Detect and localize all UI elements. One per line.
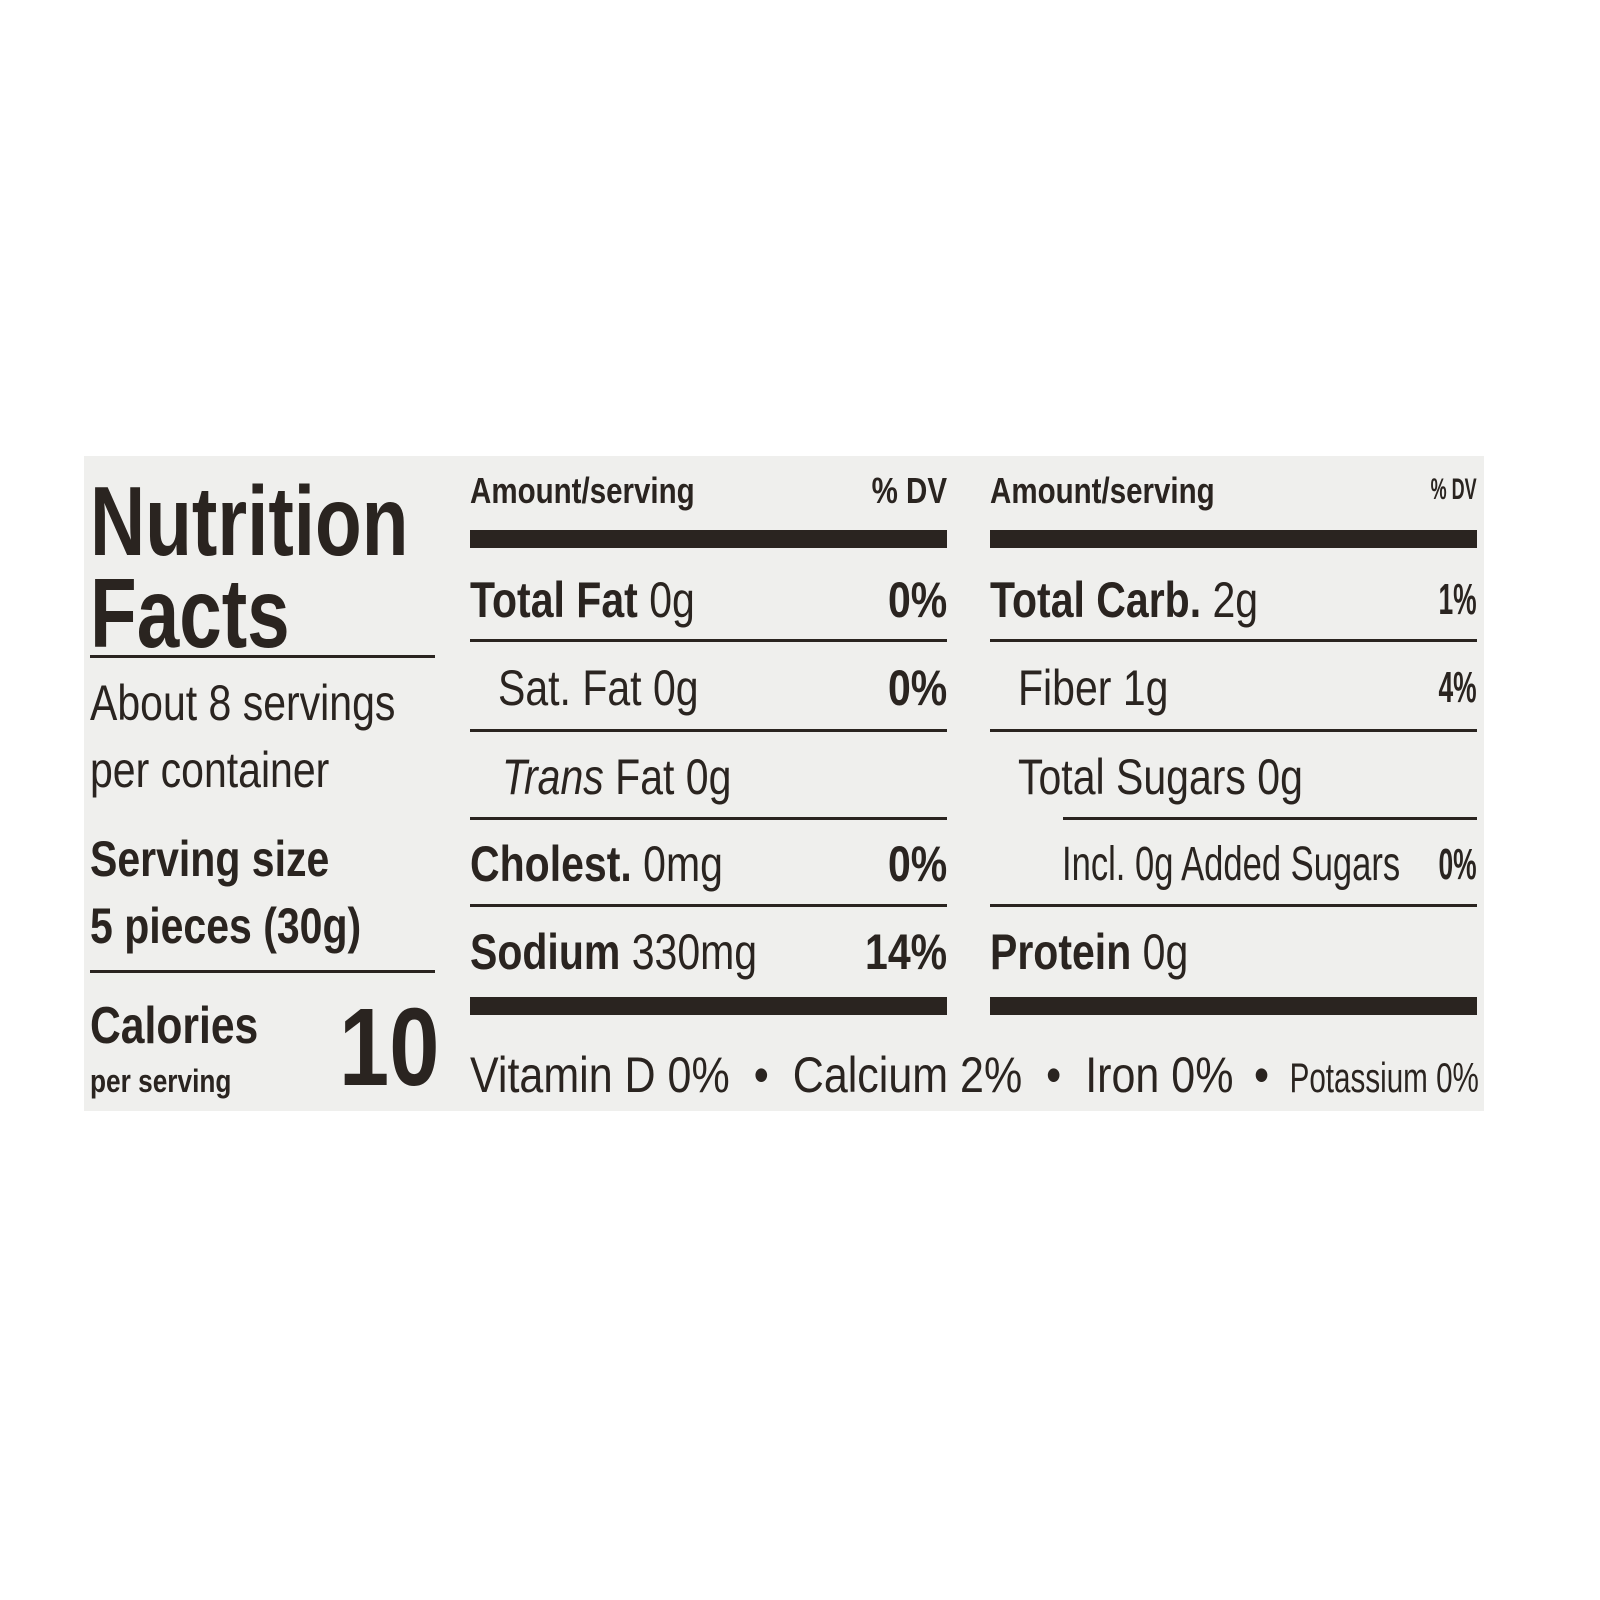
- nutrient-sodium: Sodium 330mg: [470, 924, 758, 980]
- bullet-icon: •: [753, 1047, 769, 1103]
- divider: [990, 904, 1477, 907]
- thick-divider: [990, 997, 1477, 1015]
- nutrition-facts-label: Nutrition Facts About 8 servings per con…: [84, 456, 1484, 1111]
- nutrient-total-sugars: Total Sugars 0g: [1018, 749, 1303, 805]
- nutrient-fiber: Fiber 1g: [1018, 660, 1169, 716]
- divider: [990, 639, 1477, 642]
- micronutrients-line: Vitamin D 0% • Calcium 2% • Iron 0% • Po…: [470, 1050, 1520, 1100]
- divider: [90, 970, 435, 973]
- nutrient-total-carb: Total Carb. 2g: [990, 572, 1259, 628]
- left-header-dv: % DV: [871, 470, 947, 511]
- dv-total-fat: 0%: [887, 572, 947, 628]
- dv-total-carb: 1%: [1438, 575, 1477, 624]
- divider: [470, 729, 947, 732]
- nutrient-added-sugars: Incl. 0g Added Sugars: [1062, 838, 1401, 891]
- divider: [470, 639, 947, 642]
- nutrient-cholesterol: Cholest. 0mg: [470, 836, 723, 892]
- serving-size-label: Serving size: [90, 831, 330, 887]
- dv-added-sugars: 0%: [1438, 840, 1477, 889]
- divider: [990, 729, 1477, 732]
- title-nutrition: Nutrition: [90, 466, 409, 576]
- calories-value: 10: [338, 986, 439, 1109]
- serving-size-value: 5 pieces (30g): [90, 898, 362, 954]
- divider: [90, 655, 435, 658]
- iron: Iron 0%: [1085, 1047, 1234, 1103]
- title-facts: Facts: [90, 558, 290, 668]
- nutrient-trans-fat: Trans Fat 0g: [502, 749, 732, 805]
- bullet-icon: •: [1253, 1047, 1270, 1103]
- dv-sat-fat: 0%: [887, 660, 947, 716]
- left-header-amount: Amount/serving: [470, 470, 695, 511]
- servings-per-container-line1: About 8 servings: [90, 675, 396, 731]
- thick-divider: [990, 530, 1477, 548]
- divider: [470, 904, 947, 907]
- bullet-icon: •: [1046, 1047, 1062, 1103]
- thick-divider: [470, 530, 947, 548]
- calcium: Calcium 2%: [792, 1047, 1023, 1103]
- right-header-dv: % DV: [1430, 473, 1477, 506]
- divider: [1063, 817, 1477, 820]
- calories-per-serving: per serving: [90, 1063, 232, 1099]
- dv-fiber: 4%: [1438, 663, 1477, 712]
- vitamin-d: Vitamin D 0%: [470, 1047, 730, 1103]
- nutrient-protein: Protein 0g: [990, 924, 1189, 980]
- dv-sodium: 14%: [864, 924, 947, 980]
- dv-cholesterol: 0%: [887, 836, 947, 892]
- divider: [470, 817, 947, 820]
- nutrient-total-fat: Total Fat 0g: [470, 572, 695, 628]
- servings-per-container-line2: per container: [90, 742, 330, 798]
- right-header-amount: Amount/serving: [990, 470, 1215, 511]
- thick-divider: [470, 997, 947, 1015]
- potassium: Potassium 0%: [1289, 1054, 1479, 1101]
- calories-label: Calories: [90, 997, 259, 1055]
- nutrient-sat-fat: Sat. Fat 0g: [498, 660, 699, 716]
